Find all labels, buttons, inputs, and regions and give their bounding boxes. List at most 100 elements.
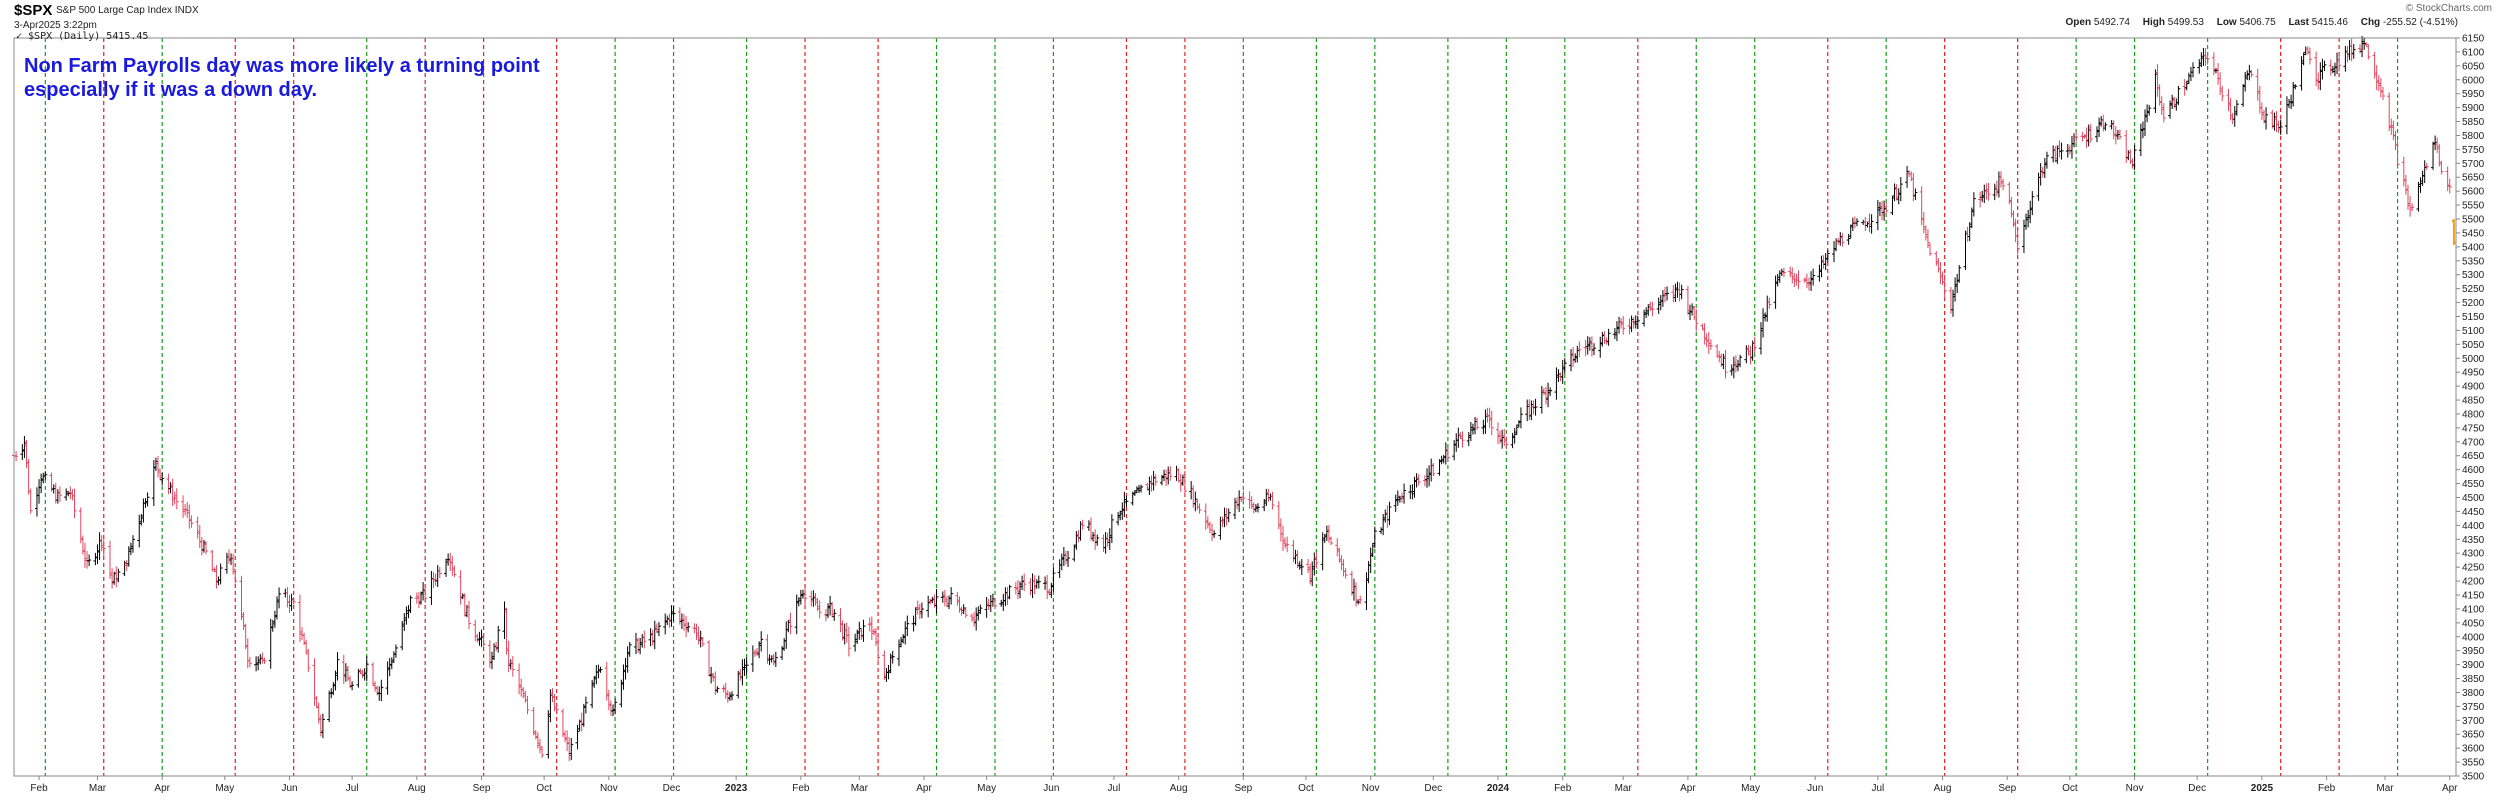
ohlc-bar xyxy=(1379,527,1384,534)
y-tick-label: 5900 xyxy=(2462,103,2485,114)
ohlc-bar xyxy=(786,619,791,633)
ohlc-bar xyxy=(108,540,113,579)
ohlc-bar xyxy=(204,541,209,555)
ohlc-bar xyxy=(1819,255,1824,278)
ohlc-bar xyxy=(1080,519,1085,530)
ohlc-bar xyxy=(289,593,294,611)
ohlc-bar xyxy=(95,544,100,565)
y-tick-label: 4650 xyxy=(2462,451,2485,462)
ohlc-bar xyxy=(1437,459,1442,476)
chg-value: -255.52 (-4.51%) xyxy=(2382,17,2458,28)
x-tick-label: May xyxy=(215,783,234,794)
ohlc-bar xyxy=(1969,207,1974,229)
ohlc-bar xyxy=(1998,171,2003,188)
ohlc-bar xyxy=(1372,526,1377,549)
ohlc-bar xyxy=(2069,135,2074,159)
ohlc-bar xyxy=(2374,65,2379,91)
y-tick-label: 5150 xyxy=(2462,312,2485,323)
x-tick-label: May xyxy=(977,783,996,794)
ohlc-bar xyxy=(1923,225,1928,241)
ohlc-bar xyxy=(535,732,540,749)
y-tick-label: 4000 xyxy=(2462,632,2485,643)
ohlc-bar xyxy=(1925,229,1930,249)
ohlc-bar xyxy=(1343,567,1348,579)
ohlc-bar xyxy=(433,573,438,586)
y-axis: 3500 3550 3600 3650 3700 3750 3800 3850 3900 3950… xyxy=(2456,34,2485,783)
ohlc-bar xyxy=(1339,555,1344,571)
ohlc-bar xyxy=(986,599,991,611)
ohlc-bar xyxy=(1443,442,1448,465)
ohlc-bar xyxy=(815,597,820,611)
ohlc-bar xyxy=(1393,494,1398,512)
ohlc-bar xyxy=(437,566,442,578)
ohlc-bar xyxy=(2220,85,2225,102)
ohlc-bar xyxy=(1767,297,1772,309)
ohlc-bar xyxy=(1980,190,1985,202)
ohlc-bar xyxy=(1569,349,1574,372)
ohlc-bar xyxy=(1890,195,1895,215)
ohlc-bar xyxy=(300,627,305,641)
watermark: © StockCharts.com xyxy=(2405,3,2492,14)
ohlc-bar xyxy=(569,738,574,761)
ohlc-bar xyxy=(1337,547,1342,563)
ohlc-bar xyxy=(1571,347,1576,368)
index-full-name: S&P 500 Large Cap Index xyxy=(56,5,173,16)
ohlc-bar xyxy=(2099,116,2104,127)
ohlc-bar xyxy=(1723,349,1728,379)
ohlc-bar xyxy=(1650,301,1655,317)
ohlc-bar xyxy=(2395,140,2400,169)
ohlc-bar xyxy=(28,488,33,514)
ohlc-bar xyxy=(1431,462,1436,477)
ohlc-bar xyxy=(1884,202,1889,215)
ohlc-bar xyxy=(189,515,194,528)
ohlc-bar xyxy=(2101,114,2106,132)
ohlc-bar xyxy=(1051,567,1056,592)
ohlc-bar xyxy=(1748,346,1753,365)
x-tick-label: Jul xyxy=(346,783,359,794)
ohlc-bar xyxy=(2287,98,2292,108)
ohlc-bar xyxy=(2439,160,2444,175)
ohlc-bar xyxy=(1543,386,1548,405)
x-tick-label: Sep xyxy=(473,783,491,794)
ohlc-bar xyxy=(1335,538,1340,557)
y-tick-label: 4050 xyxy=(2462,618,2485,629)
ohlc-bar xyxy=(2264,107,2269,130)
ohlc-bar xyxy=(867,617,872,632)
ohlc-bar xyxy=(55,489,60,504)
y-tick-label: 5850 xyxy=(2462,117,2485,128)
ohlc-bar xyxy=(1671,285,1676,303)
ohlc-bar xyxy=(2291,81,2296,107)
ohlc-bar xyxy=(606,689,611,711)
ohlc-bar xyxy=(1088,517,1093,541)
ohlc-bar xyxy=(1763,312,1768,322)
ohlc-bar xyxy=(882,650,887,681)
ohlc-bar xyxy=(1510,432,1515,449)
ohlc-bar xyxy=(423,586,428,603)
ohlc-bar xyxy=(1794,273,1799,286)
ohlc-bar xyxy=(700,636,705,647)
x-tick-label: Aug xyxy=(1170,783,1188,794)
ohlc-bar xyxy=(2038,163,2043,186)
ohlc-bar xyxy=(419,591,423,605)
y-tick-label: 5300 xyxy=(2462,270,2485,281)
ohlc-bar xyxy=(1385,505,1390,528)
ohlc-bar xyxy=(1383,509,1388,523)
ohlc-bar xyxy=(1880,201,1885,221)
ohlc-bar xyxy=(1788,266,1793,278)
ohlc-bar xyxy=(1823,252,1828,271)
x-tick-label: Dec xyxy=(2188,783,2206,794)
ohlc-bar xyxy=(481,634,486,647)
ohlc-bar xyxy=(1218,516,1223,540)
ohlc-bar xyxy=(638,637,643,655)
ohlc-bar xyxy=(2435,137,2440,154)
ohlc-bar xyxy=(1775,274,1780,287)
ohlc-bar xyxy=(245,638,250,669)
ohlc-bar xyxy=(2424,163,2429,171)
ohlc-bar xyxy=(1631,316,1636,329)
ohlc-bar xyxy=(1220,516,1225,528)
ohlc-bar xyxy=(738,669,743,681)
ohlc-bar xyxy=(170,478,175,507)
x-tick-label: Feb xyxy=(792,783,810,794)
ohlc-bar xyxy=(725,690,730,703)
ohlc-bar xyxy=(101,539,106,557)
